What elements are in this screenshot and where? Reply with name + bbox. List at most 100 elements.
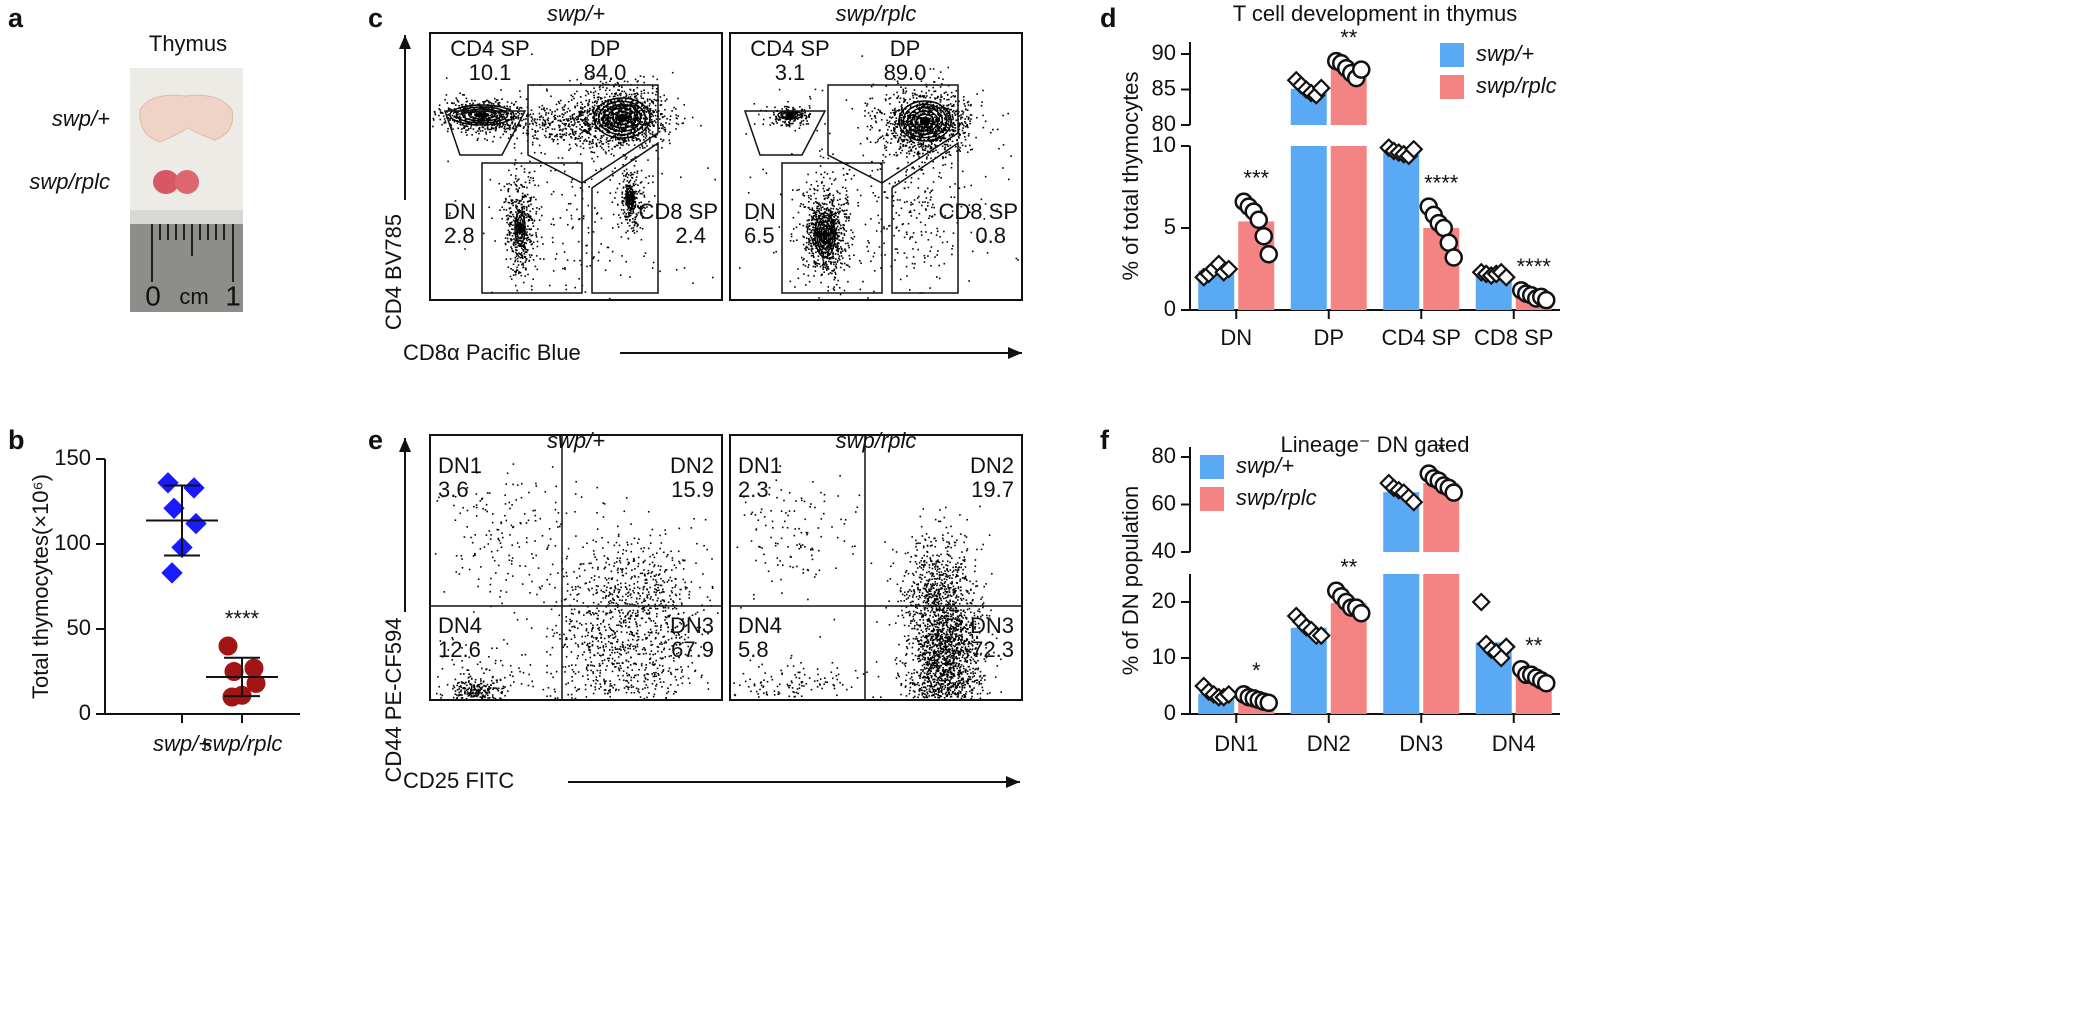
event-dot	[809, 209, 811, 211]
event-dot	[882, 135, 884, 137]
event-dot	[636, 98, 638, 100]
event-dot	[548, 112, 550, 114]
event-dot	[659, 118, 661, 120]
event-dot	[592, 139, 594, 141]
event-dot	[558, 157, 560, 159]
event-dot	[805, 265, 807, 267]
event-dot	[636, 95, 638, 97]
event-dot	[589, 143, 591, 145]
event-dot	[632, 218, 634, 220]
event-dot	[528, 228, 530, 230]
event-dot	[823, 224, 825, 226]
event-dot	[630, 172, 632, 174]
event-dot	[529, 182, 531, 184]
event-dot	[813, 266, 815, 268]
event-dot	[956, 90, 958, 92]
event-dot	[868, 250, 870, 252]
event-dot	[836, 284, 838, 286]
event-dot	[525, 182, 527, 184]
event-dot	[931, 143, 933, 145]
event-dot	[912, 203, 914, 205]
event-dot	[833, 262, 835, 264]
event-dot	[641, 121, 643, 123]
event-dot	[636, 191, 638, 193]
event-dot	[555, 258, 557, 260]
event-dot	[909, 141, 911, 143]
event-dot	[823, 215, 825, 217]
event-dot	[944, 148, 946, 150]
event-dot	[507, 238, 509, 240]
event-dot	[893, 94, 895, 96]
event-dot	[631, 94, 633, 96]
event-dot	[577, 105, 579, 107]
event-dot	[809, 214, 811, 216]
event-dot	[477, 130, 479, 132]
event-dot	[565, 135, 567, 137]
event-dot	[924, 261, 926, 263]
event-dot	[510, 258, 512, 260]
event-dot	[521, 275, 523, 277]
event-dot	[580, 96, 582, 98]
event-dot	[952, 141, 954, 143]
event-dot	[837, 211, 839, 213]
event-dot	[568, 101, 570, 103]
event-dot	[822, 258, 824, 260]
event-dot	[952, 116, 954, 118]
event-dot	[628, 182, 630, 184]
event-dot	[803, 237, 805, 239]
event-dot	[844, 290, 846, 292]
event-dot	[465, 126, 467, 128]
plot-title: swp/+	[547, 1, 605, 26]
event-dot	[626, 157, 628, 159]
event-dot	[552, 218, 554, 220]
event-dot	[787, 101, 789, 103]
event-dot	[909, 124, 911, 126]
event-dot	[805, 284, 807, 286]
event-dot	[889, 103, 891, 105]
event-dot	[816, 181, 818, 183]
event-dot	[575, 143, 577, 145]
event-dot	[559, 120, 561, 122]
event-dot	[754, 123, 756, 125]
event-dot	[902, 92, 904, 94]
event-dot	[493, 103, 495, 105]
event-dot	[839, 207, 841, 209]
event-dot	[522, 193, 524, 195]
event-dot	[596, 103, 598, 105]
event-dot	[642, 145, 644, 147]
event-dot	[537, 119, 539, 121]
event-dot	[587, 103, 589, 105]
event-dot	[512, 235, 514, 237]
event-dot	[516, 138, 518, 140]
event-dot	[450, 109, 452, 111]
event-dot	[551, 134, 553, 136]
event-dot	[676, 269, 678, 271]
event-dot	[526, 251, 528, 253]
event-dot	[809, 189, 811, 191]
event-dot	[840, 294, 842, 296]
event-dot	[545, 137, 547, 139]
event-dot	[788, 107, 790, 109]
event-dot	[886, 146, 888, 148]
event-dot	[910, 140, 912, 142]
event-dot	[508, 137, 510, 139]
event-dot	[671, 110, 673, 112]
event-dot	[803, 225, 805, 227]
event-dot	[462, 94, 464, 96]
event-dot	[951, 105, 953, 107]
event-dot	[578, 121, 580, 123]
event-dot	[643, 195, 645, 197]
event-dot	[622, 193, 624, 195]
event-dot	[592, 141, 594, 143]
event-dot	[867, 103, 869, 105]
event-dot	[777, 119, 779, 121]
event-dot	[945, 153, 947, 155]
event-dot	[631, 228, 633, 230]
event-dot	[443, 122, 445, 124]
event-dot	[515, 211, 517, 213]
event-dot	[818, 211, 820, 213]
event-dot	[542, 125, 544, 127]
event-dot	[525, 260, 527, 262]
event-dot	[519, 219, 521, 221]
